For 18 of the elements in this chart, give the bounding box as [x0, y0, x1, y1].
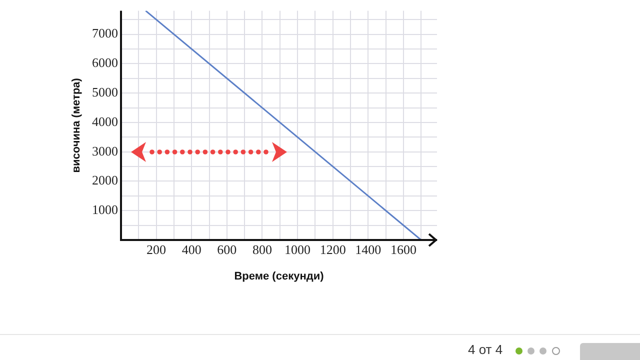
- x-tick-label: 800: [252, 242, 272, 258]
- x-tick-label: 400: [182, 242, 202, 258]
- x-tick-label: 1000: [284, 242, 311, 258]
- y-tick-label: 6000: [92, 55, 118, 70]
- x-tick-label: 1600: [390, 242, 416, 258]
- y-tick-label: 5000: [92, 84, 118, 100]
- y-tick-label: 2000: [92, 172, 118, 188]
- x-tick-label: 200: [146, 242, 166, 258]
- x-tick-label: 1200: [320, 242, 346, 258]
- x-tick-label: 600: [217, 242, 237, 258]
- x-tick-label: 1400: [355, 242, 382, 258]
- x-axis-title: Време (секунди): [234, 270, 324, 282]
- y-tick-label: 4000: [92, 114, 118, 129]
- y-axis-title: височина (метра): [70, 78, 83, 173]
- text: 4 от 4: [468, 342, 503, 357]
- y-tick-label: 1000: [92, 202, 118, 218]
- y-tick-label: 7000: [92, 26, 118, 41]
- y-tick-label: 3000: [92, 143, 118, 158]
